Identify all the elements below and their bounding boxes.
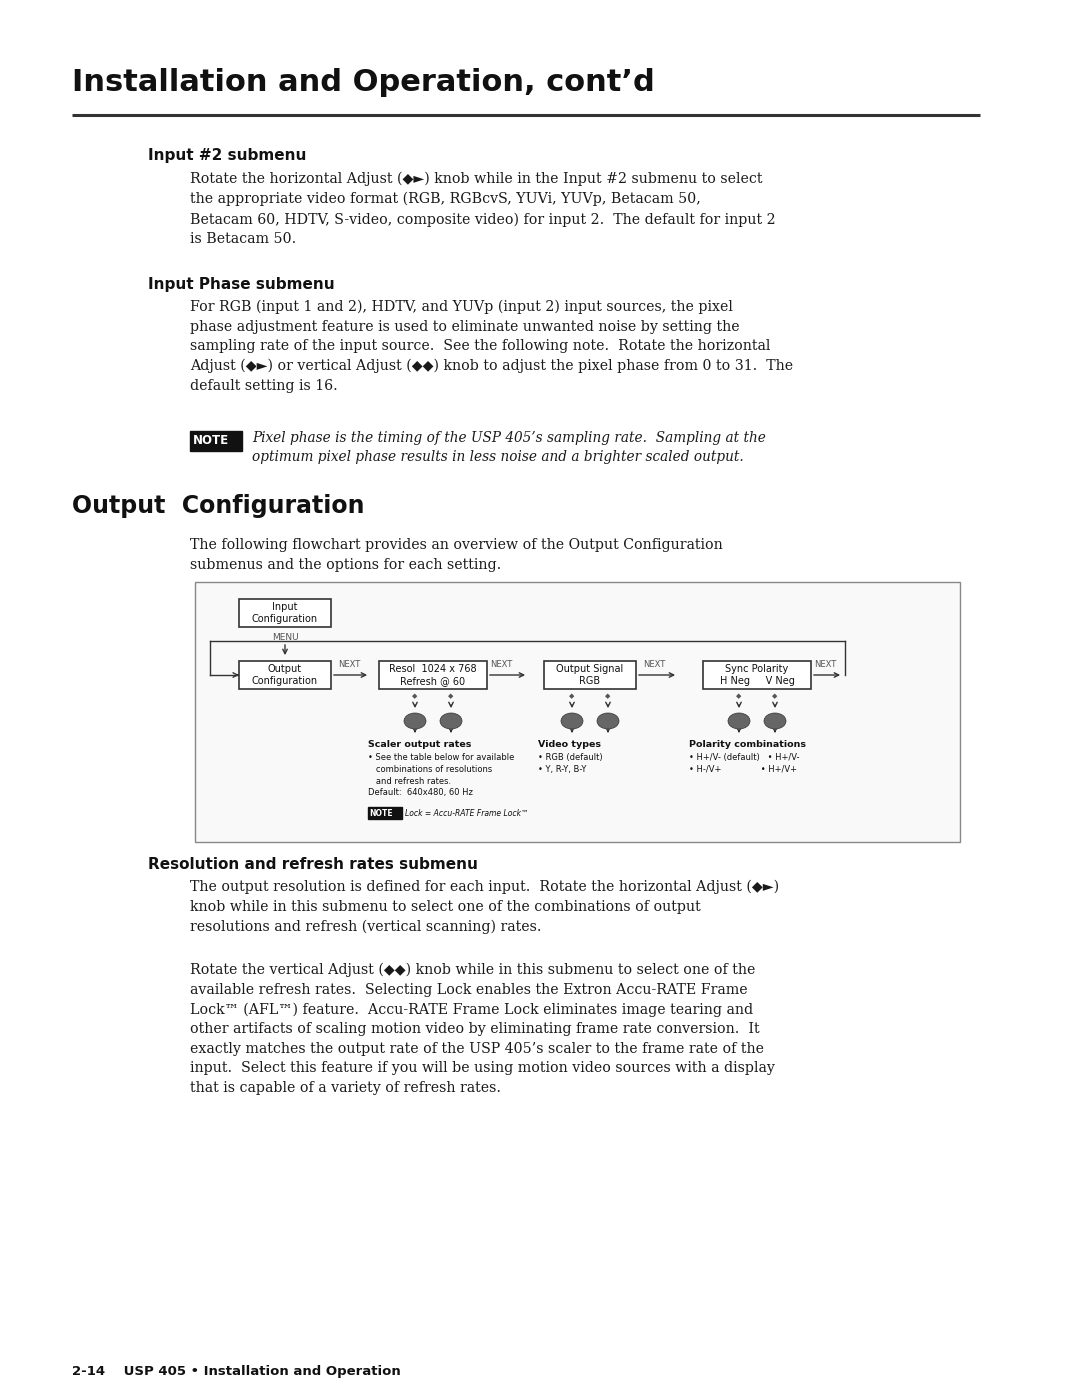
Text: Resol  1024 x 768
Refresh @ 60: Resol 1024 x 768 Refresh @ 60 <box>389 664 476 686</box>
Text: MENU: MENU <box>272 633 298 643</box>
Text: ◆: ◆ <box>448 693 454 698</box>
Text: Output Signal
RGB: Output Signal RGB <box>556 664 623 686</box>
Text: For RGB (input 1 and 2), HDTV, and YUVp (input 2) input sources, the pixel
phase: For RGB (input 1 and 2), HDTV, and YUVp … <box>190 300 793 393</box>
Text: ◆: ◆ <box>605 693 610 698</box>
Text: • See the table below for available
   combinations of resolutions
   and refres: • See the table below for available comb… <box>368 753 514 785</box>
Text: 2-14    USP 405 • Installation and Operation: 2-14 USP 405 • Installation and Operatio… <box>72 1365 401 1377</box>
Text: Input Phase submenu: Input Phase submenu <box>148 277 335 292</box>
Text: Input #2 submenu: Input #2 submenu <box>148 148 307 163</box>
FancyBboxPatch shape <box>190 432 242 451</box>
Text: Installation and Operation, cont’d: Installation and Operation, cont’d <box>72 68 654 96</box>
Text: Lock = Accu-RATE Frame Lock™: Lock = Accu-RATE Frame Lock™ <box>405 809 528 817</box>
FancyBboxPatch shape <box>368 807 402 819</box>
Text: Scaler output rates: Scaler output rates <box>368 740 471 749</box>
Text: NEXT: NEXT <box>814 659 836 669</box>
Text: Output  Configuration: Output Configuration <box>72 495 365 518</box>
FancyBboxPatch shape <box>195 583 960 842</box>
Text: Input
Configuration: Input Configuration <box>252 602 319 624</box>
Text: • RGB (default)
• Y, R-Y, B-Y: • RGB (default) • Y, R-Y, B-Y <box>538 753 603 774</box>
Text: ◆: ◆ <box>413 693 418 698</box>
Text: NOTE: NOTE <box>369 809 393 817</box>
Ellipse shape <box>728 712 750 729</box>
FancyBboxPatch shape <box>239 661 330 689</box>
Text: Resolution and refresh rates submenu: Resolution and refresh rates submenu <box>148 856 477 872</box>
FancyBboxPatch shape <box>544 661 636 689</box>
Text: ◆: ◆ <box>737 693 742 698</box>
Text: Pixel phase is the timing of the USP 405’s sampling rate.  Sampling at the
optim: Pixel phase is the timing of the USP 405… <box>252 432 766 464</box>
FancyBboxPatch shape <box>379 661 487 689</box>
FancyBboxPatch shape <box>239 599 330 627</box>
Text: ◆: ◆ <box>772 693 778 698</box>
Text: Default:  640x480, 60 Hz: Default: 640x480, 60 Hz <box>368 788 473 798</box>
Text: ◆: ◆ <box>569 693 575 698</box>
Text: NEXT: NEXT <box>490 659 512 669</box>
Ellipse shape <box>561 712 583 729</box>
FancyBboxPatch shape <box>703 661 811 689</box>
Text: NEXT: NEXT <box>643 659 665 669</box>
Text: • H+/V- (default)   • H+/V-
• H-/V+               • H+/V+: • H+/V- (default) • H+/V- • H-/V+ • H+/V… <box>689 753 799 774</box>
Ellipse shape <box>404 712 426 729</box>
Text: Rotate the horizontal Adjust (◆►) knob while in the Input #2 submenu to select
t: Rotate the horizontal Adjust (◆►) knob w… <box>190 172 775 246</box>
Ellipse shape <box>597 712 619 729</box>
Text: Video types: Video types <box>538 740 600 749</box>
Text: NEXT: NEXT <box>338 659 361 669</box>
Text: The output resolution is defined for each input.  Rotate the horizontal Adjust (: The output resolution is defined for eac… <box>190 880 779 935</box>
Text: Polarity combinations: Polarity combinations <box>689 740 806 749</box>
Text: NOTE: NOTE <box>193 434 229 447</box>
Text: Sync Polarity
H Neg     V Neg: Sync Polarity H Neg V Neg <box>719 664 795 686</box>
Text: Rotate the vertical Adjust (◆◆) knob while in this submenu to select one of the
: Rotate the vertical Adjust (◆◆) knob whi… <box>190 963 774 1095</box>
Ellipse shape <box>440 712 462 729</box>
Ellipse shape <box>764 712 786 729</box>
Text: Output
Configuration: Output Configuration <box>252 664 319 686</box>
Text: The following flowchart provides an overview of the Output Configuration
submenu: The following flowchart provides an over… <box>190 538 723 571</box>
